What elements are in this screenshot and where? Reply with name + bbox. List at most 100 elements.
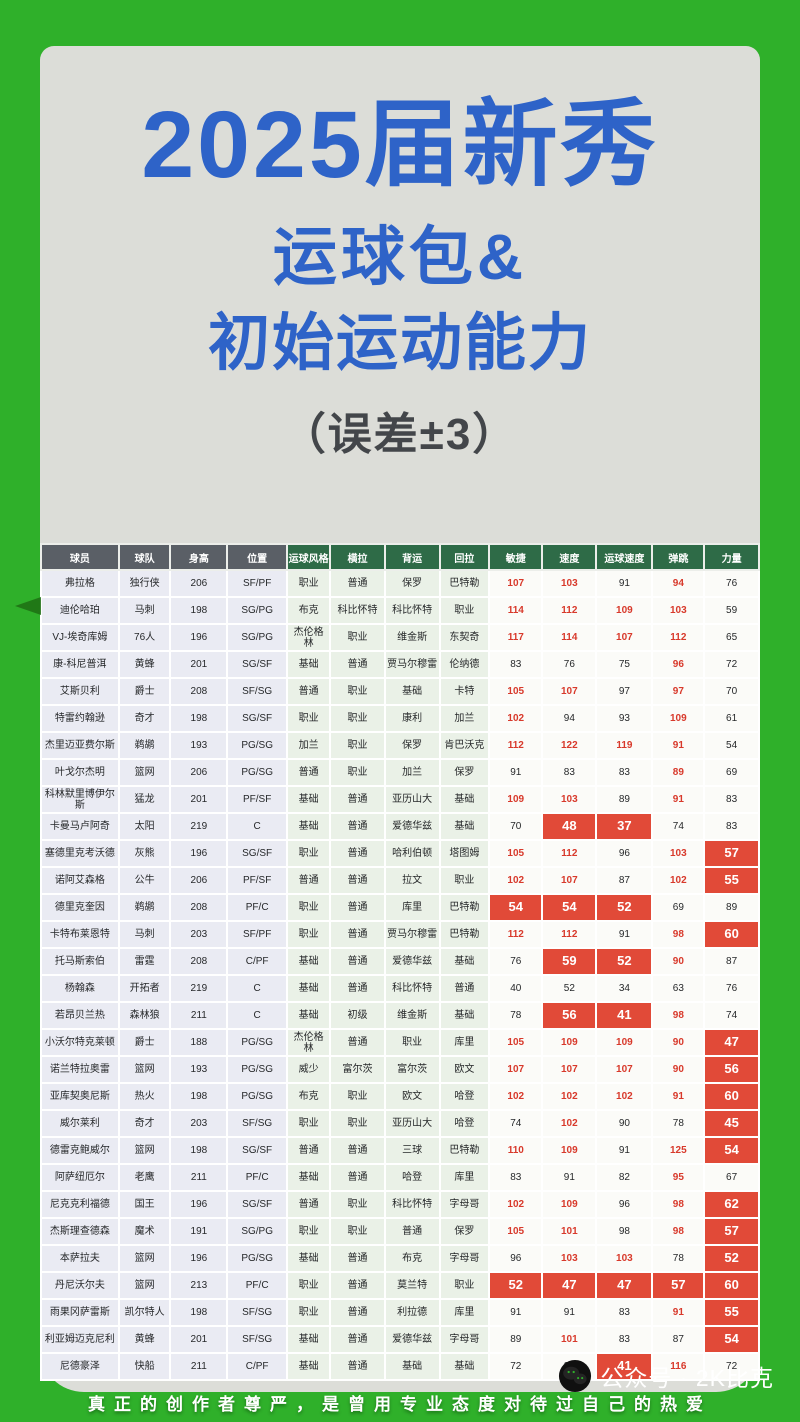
column-header-dribble-speed: 运球速度 <box>595 543 654 571</box>
behind-back-cell: 基础 <box>383 677 441 706</box>
height-cell: 211 <box>169 1163 229 1192</box>
dribble-speed-cell: 109 <box>595 1028 654 1057</box>
agility-cell: 76 <box>488 947 544 976</box>
player-cell: 若昂贝兰热 <box>40 1001 120 1030</box>
wechat-icon <box>559 1359 592 1393</box>
pull-back-cell: 肯巴沃克 <box>438 731 491 760</box>
dribble-style-cell: 基础 <box>286 947 332 976</box>
vertical-cell: 57 <box>651 1271 706 1300</box>
pull-back-cell: 巴特勒 <box>438 569 491 598</box>
pull-back-cell: 卡特 <box>438 677 491 706</box>
position-cell: PG/SG <box>226 731 289 760</box>
player-cell: 德里克奎因 <box>40 893 120 922</box>
dribble-speed-cell: 52 <box>595 947 654 976</box>
team-cell: 灰熊 <box>117 839 172 868</box>
position-cell: C/PF <box>226 947 289 976</box>
strength-cell: 57 <box>703 1217 760 1246</box>
strength-cell: 60 <box>703 920 760 949</box>
position-cell: SG/PG <box>226 1217 289 1246</box>
speed-cell: 48 <box>541 812 598 841</box>
speed-cell: 102 <box>541 1109 598 1138</box>
dribble-style-cell: 基础 <box>286 1163 332 1192</box>
speed-cell: 56 <box>541 1001 598 1030</box>
agility-cell: 109 <box>488 785 544 814</box>
dribble-style-cell: 职业 <box>286 1271 332 1300</box>
dribble-style-cell: 加兰 <box>286 731 332 760</box>
team-cell: 奇才 <box>117 704 172 733</box>
column-header-cross-pull: 横拉 <box>329 543 386 571</box>
team-cell: 魔术 <box>117 1217 172 1246</box>
dribble-speed-cell: 91 <box>595 920 654 949</box>
cross-pull-cell: 普通 <box>329 974 386 1003</box>
player-cell: 尼德豪泽 <box>40 1352 120 1381</box>
strength-cell: 83 <box>703 812 760 841</box>
team-cell: 爵士 <box>117 1028 172 1057</box>
behind-back-cell: 维金斯 <box>383 623 441 652</box>
height-cell: 213 <box>169 1271 229 1300</box>
team-cell: 开拓者 <box>117 974 172 1003</box>
speed-cell: 83 <box>541 758 598 787</box>
column-header-team: 球队 <box>117 543 172 571</box>
table-row: 卡曼马卢阿奇 太阳 219 C 基础 普通 爱德华兹 基础 70 48 37 74 83 <box>40 812 760 841</box>
rookie-ratings-table: 球员 球队 身高 位置 运球风格 横拉 背运 回拉 敏捷 速度 运球速度 弹跳 力量 弗拉格 独行侠 206… <box>40 543 760 1381</box>
vertical-cell: 90 <box>651 947 706 976</box>
agility-cell: 117 <box>488 623 544 652</box>
agility-cell: 102 <box>488 1082 544 1111</box>
speed-cell: 103 <box>541 569 598 598</box>
team-cell: 公牛 <box>117 866 172 895</box>
behind-back-cell: 科比怀特 <box>383 596 441 625</box>
vertical-cell: 102 <box>651 866 706 895</box>
poster-title-line3: 初始运动能力 <box>207 308 592 378</box>
player-cell: 诺兰特拉奥雷 <box>40 1055 120 1084</box>
vertical-cell: 78 <box>651 1109 706 1138</box>
player-cell: 小沃尔特克莱顿 <box>40 1028 120 1057</box>
vertical-cell: 95 <box>651 1163 706 1192</box>
position-cell: SG/PG <box>226 596 289 625</box>
strength-cell: 74 <box>703 1001 760 1030</box>
speed-cell: 52 <box>541 974 598 1003</box>
dribble-speed-cell: 91 <box>595 569 654 598</box>
table-row: 尼克克利福德 国王 196 SG/SF 普通 职业 科比怀特 字母哥 102 109 96 98 62 <box>40 1190 760 1219</box>
agility-cell: 105 <box>488 839 544 868</box>
strength-cell: 47 <box>703 1028 760 1057</box>
vertical-cell: 90 <box>651 1028 706 1057</box>
speed-cell: 91 <box>541 1163 598 1192</box>
cross-pull-cell: 职业 <box>329 1082 386 1111</box>
pull-back-cell: 职业 <box>438 596 491 625</box>
speed-cell: 112 <box>541 920 598 949</box>
height-cell: 193 <box>169 731 229 760</box>
player-cell: 德雷克鲍威尔 <box>40 1136 120 1165</box>
strength-cell: 72 <box>703 650 760 679</box>
player-cell: 亚库契奥尼斯 <box>40 1082 120 1111</box>
position-cell: SF/PF <box>226 569 289 598</box>
cross-pull-cell: 职业 <box>329 704 386 733</box>
behind-back-cell: 贾马尔穆雷 <box>383 650 441 679</box>
team-cell: 篮网 <box>117 1271 172 1300</box>
behind-back-cell: 布克 <box>383 1244 441 1273</box>
agility-cell: 105 <box>488 677 544 706</box>
team-cell: 猛龙 <box>117 785 172 814</box>
height-cell: 219 <box>169 812 229 841</box>
player-cell: 威尔莱利 <box>40 1109 120 1138</box>
column-header-pull-back: 回拉 <box>438 543 491 571</box>
behind-back-cell: 拉文 <box>383 866 441 895</box>
speed-cell: 59 <box>541 947 598 976</box>
behind-back-cell: 基础 <box>383 1352 441 1381</box>
pull-back-cell: 塔图姆 <box>438 839 491 868</box>
pull-back-cell: 基础 <box>438 1352 491 1381</box>
dribble-style-cell: 职业 <box>286 920 332 949</box>
cross-pull-cell: 普通 <box>329 839 386 868</box>
table-row: 杨翰森 开拓者 219 C 基础 普通 科比怀特 普通 40 52 34 63 76 <box>40 974 760 1003</box>
speed-cell: 107 <box>541 677 598 706</box>
behind-back-cell: 保罗 <box>383 569 441 598</box>
team-cell: 爵士 <box>117 677 172 706</box>
dribble-style-cell: 职业 <box>286 893 332 922</box>
agility-cell: 102 <box>488 704 544 733</box>
poster-title: 2025届新秀 <box>141 92 659 198</box>
poster-card: 2025届新秀 运球包& 初始运动能力 （误差±3） 球员 球队 身高 位置 运球风格横… <box>40 46 760 1392</box>
height-cell: 206 <box>169 866 229 895</box>
agility-cell: 54 <box>488 893 544 922</box>
position-cell: SF/SG <box>226 1109 289 1138</box>
strength-cell: 54 <box>703 1325 760 1354</box>
position-cell: PG/SG <box>226 758 289 787</box>
